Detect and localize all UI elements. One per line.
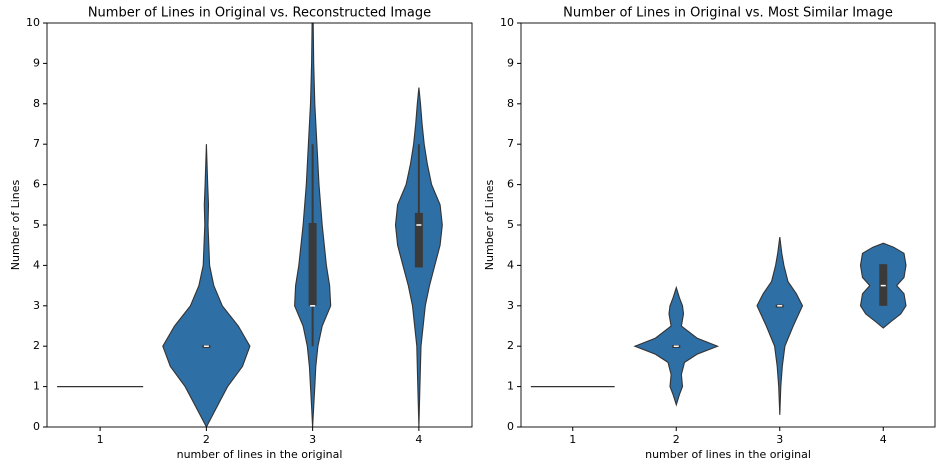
y-tick-label: 1 [507, 380, 514, 393]
x-tick-label: 4 [415, 433, 422, 446]
y-axis-label: Number of Lines [483, 180, 496, 271]
y-tick-label: 2 [33, 339, 40, 352]
axes-frame [520, 22, 936, 428]
y-tick-label: 8 [33, 97, 40, 110]
y-tick-label: 0 [33, 420, 40, 433]
axes-frame [46, 22, 473, 428]
x-tick-label: 3 [309, 433, 316, 446]
x-tick-label: 4 [880, 433, 887, 446]
y-tick-label: 7 [33, 137, 40, 150]
y-tick-label: 4 [33, 258, 40, 271]
y-tick-label: 2 [507, 339, 514, 352]
chart-title: Number of Lines in Original vs. Most Sim… [563, 6, 893, 21]
y-tick-label: 5 [33, 218, 40, 231]
y-tick-label: 1 [33, 380, 40, 393]
y-tick-label: 4 [507, 258, 514, 271]
y-tick-label: 9 [33, 56, 40, 69]
box [414, 212, 423, 268]
x-tick-label: 1 [97, 433, 104, 446]
y-tick-label: 6 [507, 178, 514, 191]
box [308, 222, 317, 306]
x-tick-label: 1 [569, 433, 576, 446]
y-tick-label: 3 [33, 299, 40, 312]
y-tick-label: 9 [507, 56, 514, 69]
y-tick-label: 10 [500, 16, 514, 29]
y-tick-label: 7 [507, 137, 514, 150]
violin [756, 237, 804, 415]
x-tick-label: 3 [776, 433, 783, 446]
x-axis-label: number of lines in the original [177, 448, 343, 461]
chart-title: Number of Lines in Original vs. Reconstr… [88, 6, 431, 21]
y-tick-label: 5 [507, 218, 514, 231]
y-tick-label: 6 [33, 178, 40, 191]
violin [162, 144, 251, 429]
y-tick-label: 0 [507, 420, 514, 433]
x-axis-label: number of lines in the original [645, 448, 811, 461]
y-tick-label: 3 [507, 299, 514, 312]
y-tick-label: 8 [507, 97, 514, 110]
x-tick-label: 2 [203, 433, 210, 446]
y-axis-label: Number of Lines [9, 180, 22, 271]
y-tick-label: 10 [26, 16, 40, 29]
x-tick-label: 2 [673, 433, 680, 446]
